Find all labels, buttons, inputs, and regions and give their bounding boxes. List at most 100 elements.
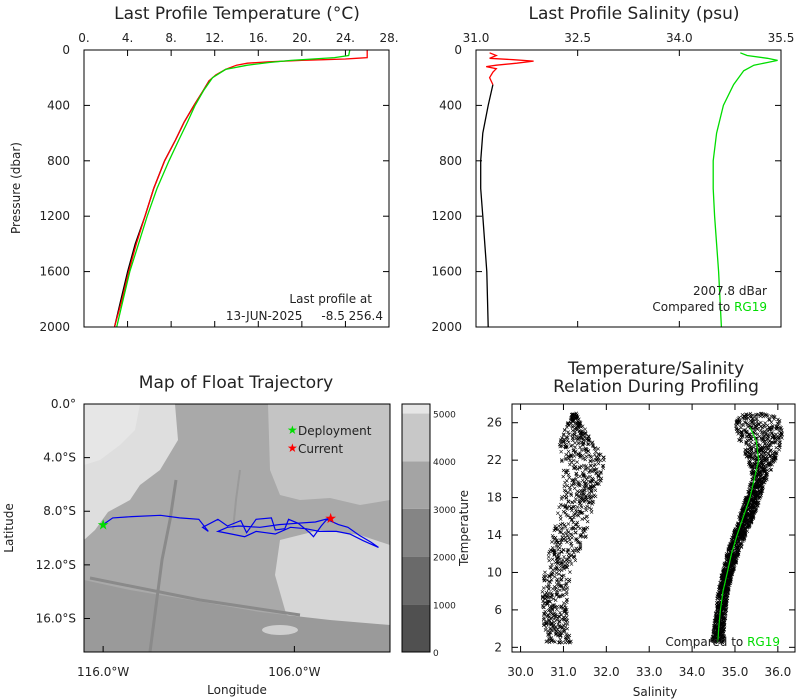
ts-point [744, 421, 748, 425]
ts-point [563, 445, 568, 449]
ts-point [726, 591, 731, 596]
ts-point [551, 596, 556, 601]
ts-point [562, 522, 567, 527]
ts-point [592, 464, 596, 468]
ts-point [556, 544, 560, 549]
ts-point [583, 496, 588, 501]
ts-point [722, 601, 726, 606]
current-legend-label: Current [298, 442, 343, 456]
ts-point [588, 469, 592, 473]
ts-point [773, 455, 778, 459]
ts-point [766, 447, 771, 451]
ts-point [569, 553, 573, 558]
ts-point [746, 416, 750, 420]
ts-point [771, 433, 775, 437]
ts-point [565, 514, 570, 518]
ts-point [582, 492, 587, 497]
ts-point [567, 536, 571, 540]
ts-point [554, 571, 559, 575]
ts-point [578, 541, 583, 545]
ts-point [554, 556, 559, 560]
colorbar-segment [402, 556, 430, 605]
ts-point [583, 434, 587, 439]
ts-point [551, 548, 556, 553]
ts-point [582, 488, 586, 493]
ts-point [734, 421, 739, 426]
ts-point [554, 607, 559, 612]
ridge-line [148, 479, 178, 652]
ts-point [558, 583, 563, 588]
ts-point [584, 437, 589, 442]
profile-line-current [113, 50, 368, 328]
ts-point [723, 561, 728, 566]
ts-point [542, 611, 547, 616]
last-profile-label: Last profile at [289, 292, 372, 306]
ts-point [739, 439, 744, 444]
ts-point [554, 526, 558, 531]
ts-point [566, 440, 571, 445]
ts-point [740, 416, 745, 420]
deployment-legend-label: Deployment [298, 424, 372, 438]
ts-point [581, 527, 586, 532]
temperature-panel: Last Profile Temperature (°C) 0. 4. 8. 12. 1… [9, 4, 399, 334]
ts-point [553, 614, 558, 619]
ts-point [560, 558, 565, 562]
ts-point [715, 609, 720, 614]
ts-point [561, 433, 566, 437]
ts-point [716, 587, 721, 592]
trajectory-xlabel: Longitude [207, 683, 267, 697]
ts-point [760, 489, 765, 493]
ts-ylabel: Temperature [457, 490, 471, 567]
ts-point [549, 595, 554, 600]
ts-point [582, 463, 586, 468]
ts-point [563, 510, 568, 515]
ts-point [767, 417, 771, 422]
x-tick-label: 0. [78, 31, 89, 45]
ts-point [746, 413, 750, 417]
ts-point [574, 530, 578, 535]
ts-point [560, 459, 564, 464]
ts-point [711, 634, 716, 639]
ts-point [760, 455, 765, 460]
ts-point [741, 414, 746, 418]
y-tick-label: 18 [487, 491, 502, 505]
ts-point [754, 425, 758, 430]
ts-point [732, 531, 736, 536]
colorbar-tick-label: 5000 [433, 411, 456, 421]
ts-point [577, 490, 582, 494]
salinity-compared-note: Compared to RG19 [652, 300, 767, 314]
ts-point [564, 538, 568, 543]
trajectory-title: Map of Float Trajectory [139, 373, 333, 393]
ts-point [715, 618, 720, 622]
ts-point [577, 423, 582, 428]
ts-point [571, 419, 575, 424]
ts-point [575, 540, 580, 544]
ts-point [570, 424, 575, 429]
ts-point [759, 428, 763, 433]
ts-point [556, 552, 560, 557]
ts-point [585, 504, 589, 509]
bathymetry-deep-south [84, 580, 390, 652]
ts-point [726, 548, 731, 553]
ts-point [740, 541, 744, 546]
ts-point [556, 561, 560, 566]
ts-point [557, 640, 561, 645]
ts-point [724, 602, 729, 607]
ts-point [587, 493, 591, 498]
ts-point [722, 628, 726, 632]
ts-point [594, 467, 599, 472]
ts-point [744, 430, 749, 434]
ts-point [570, 508, 574, 513]
colorbar-tick-label: 0 [433, 649, 439, 659]
ts-point [560, 495, 564, 499]
ts-point [738, 531, 743, 535]
ts-point [758, 494, 762, 499]
ts-point [769, 440, 773, 445]
last-profile-date-position: 13-JUN-2025 -8.5 256.4 [226, 309, 383, 323]
ts-point [553, 524, 558, 529]
ts-point [753, 492, 758, 497]
ts-point [762, 423, 767, 428]
ts-point [739, 514, 743, 518]
ts-point [584, 508, 589, 513]
ts-point [578, 445, 582, 450]
